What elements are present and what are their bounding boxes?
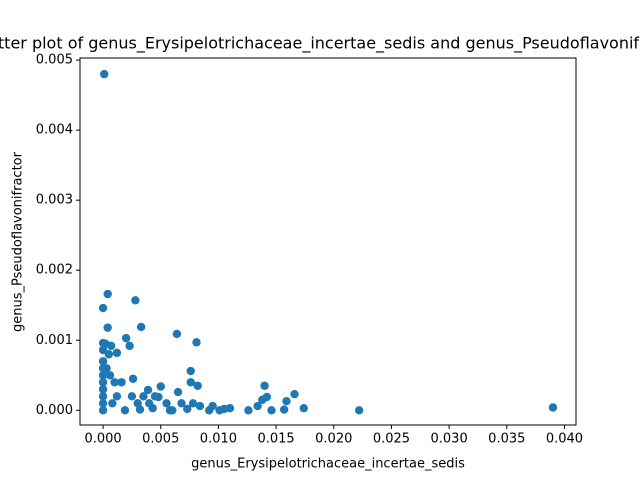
x-tick-label: 0.025 — [373, 432, 410, 447]
point — [354, 406, 364, 415]
x-tick-label: 0.040 — [546, 432, 583, 447]
point — [173, 387, 183, 397]
y-tick-label: 0.003 — [36, 193, 73, 208]
point — [162, 399, 171, 408]
point — [156, 382, 165, 391]
y-tick-label: 0.001 — [36, 333, 73, 348]
point — [168, 406, 177, 415]
point — [204, 406, 214, 415]
point — [98, 357, 108, 366]
point — [282, 396, 291, 406]
point — [253, 401, 262, 411]
x-tick-label: 0.030 — [431, 432, 468, 447]
x-tick-label: 0.035 — [488, 432, 525, 447]
point — [112, 348, 122, 358]
y-tick-label: 0.000 — [36, 403, 73, 418]
x-tick-label: 0.020 — [315, 432, 352, 447]
point — [133, 399, 142, 408]
point — [177, 399, 186, 408]
point — [117, 378, 126, 387]
plot-frame — [79, 57, 577, 426]
point — [98, 392, 108, 401]
point — [98, 345, 108, 355]
point — [260, 381, 269, 390]
point — [172, 329, 182, 339]
point — [125, 341, 134, 351]
point — [121, 333, 131, 343]
point — [103, 323, 112, 332]
x-tick-label: 0.005 — [142, 432, 179, 447]
y-tick-label: 0.002 — [36, 263, 73, 278]
point — [267, 406, 276, 415]
x-tick-label: 0.010 — [200, 432, 237, 447]
point — [195, 401, 205, 411]
point — [105, 371, 115, 380]
point — [103, 289, 112, 299]
point — [183, 404, 192, 414]
point — [244, 406, 253, 415]
point — [188, 399, 198, 408]
point — [548, 403, 558, 412]
point — [98, 303, 108, 313]
chart-title: Scatter plot of genus_Erysipelotrichacea… — [0, 34, 640, 54]
point — [150, 392, 160, 401]
x-tick-label: 0.015 — [257, 432, 294, 447]
point — [112, 392, 122, 401]
point — [100, 69, 109, 79]
point — [98, 371, 108, 380]
point — [290, 389, 299, 399]
x-axis-label: genus_Erysipelotrichaceae_incertae_sedis — [191, 457, 465, 472]
point — [186, 366, 195, 376]
point — [139, 392, 148, 401]
point — [104, 350, 114, 359]
point — [279, 405, 289, 414]
point — [98, 399, 108, 408]
point — [193, 381, 202, 390]
point — [102, 364, 111, 373]
point — [108, 399, 117, 408]
point — [128, 374, 138, 383]
y-axis-label: genus_Pseudoflavonifractor — [11, 151, 26, 332]
point — [219, 404, 229, 414]
point — [136, 322, 146, 332]
point — [127, 392, 137, 401]
point — [192, 338, 201, 347]
point — [135, 405, 145, 414]
point — [131, 296, 140, 305]
x-tick-label: 0.000 — [84, 432, 121, 447]
y-tick-label: 0.004 — [36, 123, 73, 138]
point — [110, 378, 119, 387]
y-tick-label: 0.005 — [36, 53, 73, 68]
point — [101, 339, 110, 348]
point — [98, 385, 108, 394]
point — [299, 403, 308, 413]
point — [98, 378, 108, 387]
point — [145, 399, 154, 408]
point — [258, 395, 267, 404]
point — [143, 385, 153, 395]
point — [98, 406, 108, 415]
point — [186, 378, 195, 387]
point — [120, 406, 130, 415]
